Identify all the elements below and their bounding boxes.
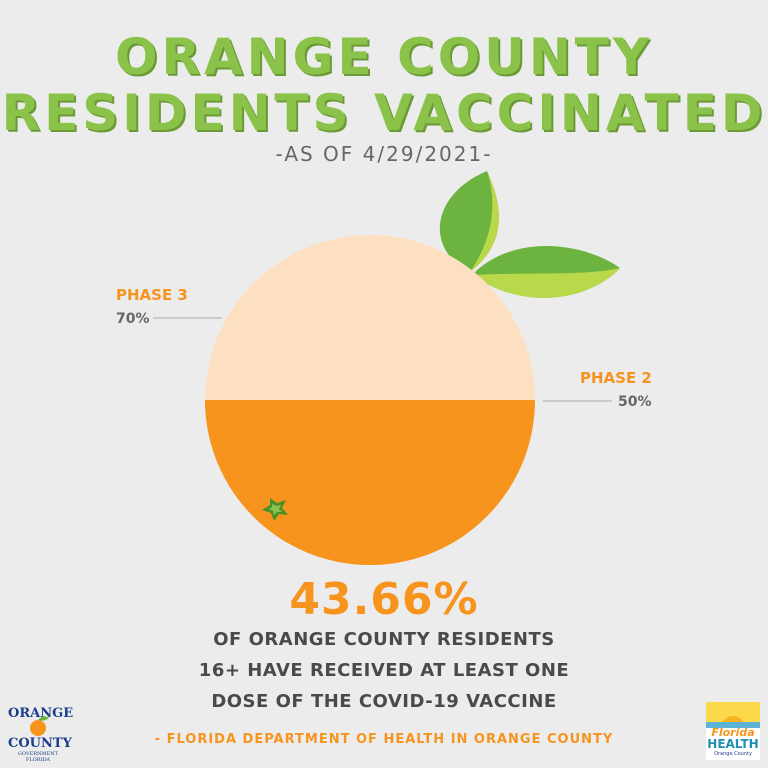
orange-county-logo: ORANGE COUNTY GOVERNMENT FLORIDA <box>8 703 74 763</box>
vaccinated-percent: 43.66% <box>289 574 479 625</box>
source-credit: - FLORIDA DEPARTMENT OF HEALTH IN ORANGE… <box>154 732 614 747</box>
leaf-right-highlight <box>472 268 620 298</box>
title-line-2: RESIDENTS VACCINATED <box>1 84 767 142</box>
vaccinated-fill <box>205 400 535 565</box>
florida-health-logo: Florida HEALTH Orange County <box>706 702 760 760</box>
stem-star-inner <box>269 504 282 515</box>
orange-fruit-icon <box>30 716 49 736</box>
phase-2-value: 50% <box>618 394 652 410</box>
stat-description-line-2: 16+ HAVE RECEIVED AT LEAST ONE <box>198 660 570 681</box>
logo-right-line-1: Florida <box>711 726 755 739</box>
logo-right-line-3: Orange County <box>714 751 752 757</box>
logo-left-line-3: GOVERNMENT <box>18 751 58 757</box>
date-subtitle: -AS OF 4/29/2021- <box>275 142 493 166</box>
logo-left-line-2: COUNTY <box>8 736 72 751</box>
logo-right-line-2: HEALTH <box>707 737 759 751</box>
phase-2-label: PHASE 2 <box>580 369 652 387</box>
logo-left-line-1: ORANGE <box>8 706 74 721</box>
stat-description-line-1: OF ORANGE COUNTY RESIDENTS <box>213 629 555 650</box>
phase-3-label: PHASE 3 <box>116 286 188 304</box>
sun-icon <box>706 702 760 728</box>
logo-left-line-4: FLORIDA <box>25 757 51 763</box>
stat-description-line-3: DOSE OF THE COVID-19 VACCINE <box>211 691 557 712</box>
title-line-1: ORANGE COUNTY <box>114 28 654 86</box>
leaf-top-highlight <box>470 171 499 272</box>
phase-3-value: 70% <box>116 311 150 327</box>
orange-chart <box>153 171 620 565</box>
